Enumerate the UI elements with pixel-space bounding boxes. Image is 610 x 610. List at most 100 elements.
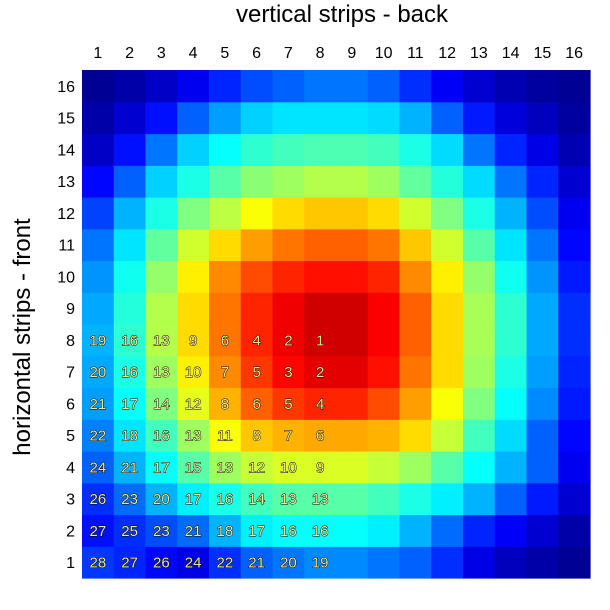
heatmap-cell <box>145 70 178 103</box>
heatmap-cell <box>558 228 591 262</box>
y-tick-label: 1 <box>66 555 75 572</box>
heatmap-cell <box>177 70 210 103</box>
x-tick-label: 3 <box>157 45 166 62</box>
x-tick-label: 15 <box>533 45 551 62</box>
heatmap-cell <box>526 451 559 484</box>
heatmap-cell <box>463 133 496 166</box>
heatmap-cell <box>240 419 274 452</box>
heatmap-cell <box>272 451 305 484</box>
x-tick-label: 14 <box>502 45 520 62</box>
heatmap-cell <box>209 197 242 230</box>
heatmap-cell <box>209 355 242 389</box>
heatmap-cell <box>272 260 305 293</box>
heatmap-cell <box>240 355 274 389</box>
heatmap-cell <box>431 101 464 135</box>
heatmap-cell <box>82 197 115 230</box>
heatmap-cell <box>82 451 115 484</box>
heatmap-cell <box>526 228 559 262</box>
heatmap-cell <box>399 546 432 579</box>
heatmap-cell <box>399 260 432 293</box>
y-tick-label: 12 <box>57 206 75 223</box>
heatmap-cell <box>209 165 242 198</box>
heatmap-cell <box>177 101 210 135</box>
heatmap-cell <box>113 482 147 516</box>
heatmap-cell <box>272 324 305 357</box>
heatmap-cell <box>145 355 178 389</box>
heatmap-cell <box>526 197 559 230</box>
heatmap-cell <box>526 514 559 547</box>
cell-label: 13 <box>153 364 170 381</box>
heatmap-cell <box>82 419 115 452</box>
cell-label: 20 <box>280 555 297 572</box>
heatmap-cell <box>367 451 401 484</box>
cell-label: 19 <box>312 555 329 572</box>
heatmap-cell <box>82 165 115 198</box>
heatmap-cell <box>399 165 432 198</box>
heatmap-cell <box>145 387 178 420</box>
heatmap-cell <box>336 451 369 484</box>
cell-label: 27 <box>90 523 107 540</box>
heatmap-cell <box>526 70 559 103</box>
cell-label: 5 <box>284 396 292 413</box>
cell-label: 8 <box>252 428 260 445</box>
heatmap-cell <box>463 228 496 262</box>
heatmap-cell <box>240 292 274 325</box>
heatmap-cell <box>209 546 242 579</box>
cell-label: 13 <box>280 491 297 508</box>
heatmap-cell <box>82 387 115 420</box>
cell-label: 9 <box>316 459 324 476</box>
heatmap-cell <box>113 292 147 325</box>
x-tick-label: 10 <box>375 45 393 62</box>
heatmap-cell <box>336 197 369 230</box>
heatmap-cell <box>82 101 115 135</box>
heatmap-cell <box>431 197 464 230</box>
heatmap-cell <box>304 260 337 293</box>
heatmap-cell <box>526 133 559 166</box>
heatmap-cell <box>177 292 210 325</box>
heatmap-cell <box>272 292 305 325</box>
heatmap-cell <box>177 546 210 579</box>
heatmap-cell <box>177 482 210 516</box>
cell-label: 22 <box>217 555 234 572</box>
heatmap-cell <box>177 165 210 198</box>
x-tick-label: 4 <box>189 45 198 62</box>
heatmap-cell <box>177 197 210 230</box>
heatmap-cell <box>399 324 432 357</box>
heatmap-cell <box>558 197 591 230</box>
y-axis-title: horizontal strips - front <box>9 218 36 456</box>
cell-label: 23 <box>153 523 170 540</box>
heatmap-cell <box>494 197 528 230</box>
cell-label: 2 <box>316 364 324 381</box>
x-tick-label: 2 <box>125 45 134 62</box>
heatmap-cell <box>113 546 147 579</box>
heatmap-cell <box>558 70 591 103</box>
cell-label: 3 <box>284 364 292 381</box>
heatmap-cell <box>113 451 147 484</box>
heatmap-cell <box>209 451 242 484</box>
heatmap-cell <box>113 324 147 357</box>
y-tick-label: 3 <box>66 492 75 509</box>
heatmap-cell <box>177 133 210 166</box>
x-tick-label: 8 <box>316 45 325 62</box>
heatmap-cell <box>463 451 496 484</box>
heatmap-cell <box>431 70 464 103</box>
heatmap-cell <box>463 387 496 420</box>
cell-label: 21 <box>90 396 107 413</box>
heatmap-cell <box>526 355 559 389</box>
heatmap-cell <box>304 387 337 420</box>
heatmap-cell <box>209 70 242 103</box>
heatmap-cell <box>177 228 210 262</box>
cell-label: 17 <box>248 523 265 540</box>
heatmap-cell <box>177 419 210 452</box>
heatmap-cell <box>494 355 528 389</box>
heatmap-cell <box>336 133 369 166</box>
heatmap-cell <box>336 324 369 357</box>
cell-label: 10 <box>185 364 202 381</box>
heatmap-cell <box>145 197 178 230</box>
heatmap-cell <box>558 101 591 135</box>
x-tick-label: 7 <box>284 45 293 62</box>
heatmap-cell <box>558 355 591 389</box>
heatmap-cell <box>82 228 115 262</box>
heatmap-cell <box>304 133 337 166</box>
